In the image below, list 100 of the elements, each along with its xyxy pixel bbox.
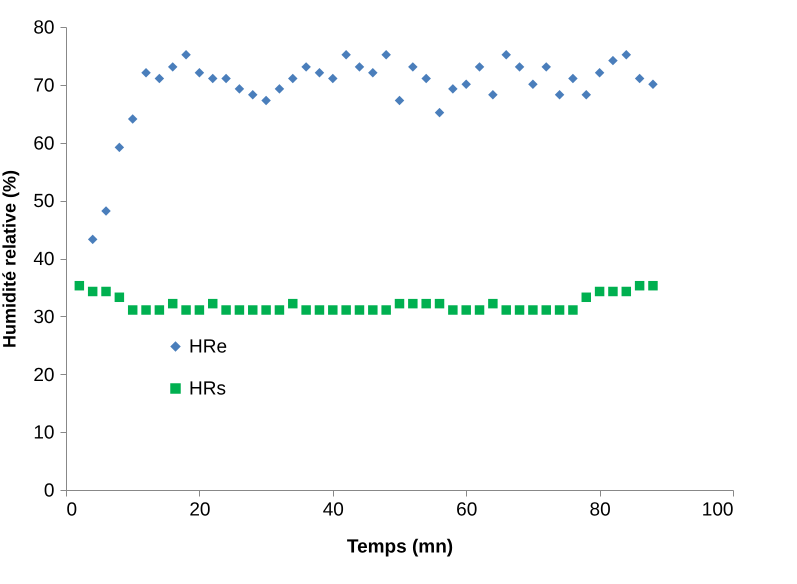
point (608, 286, 618, 296)
point (141, 305, 151, 315)
y-tick-label: 10 (33, 422, 54, 444)
point (288, 298, 298, 308)
point (421, 298, 431, 308)
point (154, 305, 164, 315)
legend-label: HRs (189, 378, 226, 400)
point (261, 96, 271, 106)
y-tick-label: 0 (44, 480, 54, 502)
x-tick-label: 60 (456, 500, 478, 520)
point (114, 292, 124, 302)
point (434, 108, 444, 118)
point (288, 74, 298, 84)
point (514, 62, 524, 72)
point (181, 50, 191, 60)
point (634, 280, 644, 290)
point (181, 305, 191, 315)
y-tick-label: 40 (33, 249, 54, 270)
x-tick-label: 0 (66, 500, 78, 520)
point (368, 68, 378, 78)
y-axis-title: Humidité relative (%) (0, 170, 20, 348)
point (328, 305, 338, 315)
point (314, 68, 324, 78)
point (168, 298, 178, 308)
y-tick-label: 50 (33, 191, 54, 212)
point (541, 305, 551, 315)
point (301, 305, 311, 315)
point (408, 62, 418, 72)
y-tick-label: 30 (33, 306, 54, 328)
point (354, 62, 364, 72)
point (261, 305, 271, 315)
point (381, 305, 391, 315)
point (341, 305, 351, 315)
point (101, 206, 111, 216)
point (648, 280, 658, 290)
point (128, 114, 138, 124)
point (514, 305, 524, 315)
point (88, 234, 98, 244)
y-tick-label: 70 (33, 75, 54, 96)
y-tick-label: 20 (33, 364, 54, 386)
point (368, 305, 378, 315)
point (208, 298, 218, 308)
point (101, 286, 111, 296)
point (248, 305, 258, 315)
point (434, 298, 444, 308)
x-tick-label: 40 (322, 500, 344, 520)
point (622, 286, 632, 296)
point (461, 305, 471, 315)
y-tick-label: 60 (33, 133, 54, 154)
point (608, 56, 618, 66)
point (274, 305, 284, 315)
point (501, 305, 511, 315)
point (474, 305, 484, 315)
point (208, 74, 218, 84)
legend-label: HRe (189, 336, 228, 358)
point (74, 280, 84, 290)
point (461, 80, 471, 90)
point (234, 305, 244, 315)
point (568, 74, 578, 84)
point (554, 305, 564, 315)
point (594, 68, 604, 78)
point (381, 50, 391, 60)
point (528, 80, 538, 90)
point (141, 68, 151, 78)
point (594, 286, 604, 296)
point (622, 50, 632, 60)
point (448, 305, 458, 315)
point (341, 50, 351, 60)
point (114, 142, 124, 152)
point (194, 305, 204, 315)
point (394, 96, 404, 106)
point (554, 90, 564, 100)
point (528, 305, 538, 315)
point (448, 84, 458, 94)
point (128, 305, 138, 315)
x-axis-title: Temps (mn) (346, 536, 454, 558)
x-tick-label: 80 (590, 500, 611, 520)
point (301, 62, 311, 72)
point (221, 305, 231, 315)
point (582, 90, 592, 100)
point (474, 62, 484, 72)
point (634, 74, 644, 84)
point (328, 74, 338, 84)
point (221, 74, 231, 84)
point (394, 298, 404, 308)
point (314, 305, 324, 315)
point (354, 305, 364, 315)
point (274, 84, 284, 94)
point (421, 74, 431, 84)
point (154, 74, 164, 84)
point (234, 84, 244, 94)
point (248, 90, 258, 100)
point (168, 62, 178, 72)
point (488, 298, 498, 308)
point (88, 286, 98, 296)
point (488, 90, 498, 100)
point (194, 68, 204, 78)
point (541, 62, 551, 72)
point (501, 50, 511, 60)
point (648, 80, 658, 90)
